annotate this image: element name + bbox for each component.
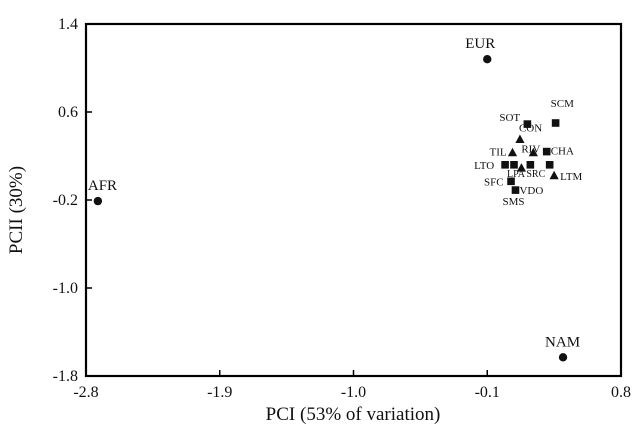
label-nam: NAM <box>545 334 580 350</box>
label-scm: SCM <box>551 98 574 110</box>
point-sot <box>523 120 532 128</box>
y-tick-label: 1.4 <box>58 16 78 33</box>
label-lto: LTO <box>474 160 494 172</box>
point-src <box>526 161 535 169</box>
y-tick-label: -1.0 <box>53 280 78 297</box>
label-sms: SMS <box>502 196 524 208</box>
data-points <box>93 55 568 362</box>
label-ltm: LTM <box>560 171 582 183</box>
point-scm <box>551 119 560 127</box>
x-tick-label: -2.8 <box>73 384 98 401</box>
point-cha <box>542 147 551 156</box>
point-unlabeled-12 <box>516 163 527 172</box>
point-nam <box>558 353 568 362</box>
x-tick-label: -0.1 <box>475 384 500 401</box>
y-axis: 1.4 0.6 -0.2 -1.0 -1.8 <box>53 16 92 385</box>
x-tick-label: -1.0 <box>341 384 366 401</box>
x-axis: -2.8 -1.9 -1.0 -0.1 0.8 <box>73 370 631 401</box>
label-cha: CHA <box>551 146 574 158</box>
label-til: TIL <box>490 147 507 159</box>
point-afr <box>93 196 103 206</box>
label-src: SRC <box>526 169 545 180</box>
point-til <box>507 147 518 157</box>
label-lpa: LPA <box>507 169 526 180</box>
point-con <box>515 134 525 143</box>
point-unlabeled-13 <box>545 161 554 169</box>
y-tick-label: -0.2 <box>53 192 78 209</box>
label-afr: AFR <box>88 178 117 194</box>
point-riv <box>528 147 538 157</box>
label-eur: EUR <box>465 36 495 52</box>
label-riv: RIV <box>521 144 540 156</box>
x-axis-title: PCI (53% of variation) <box>266 404 441 425</box>
point-lpa <box>510 161 518 169</box>
plot-frame <box>84 22 623 378</box>
point-sfc <box>507 177 515 186</box>
point-vdo <box>511 186 520 194</box>
label-vdo: VDO <box>519 185 543 197</box>
point-eur <box>483 55 492 64</box>
y-axis-title: PCII (30%) <box>6 166 27 254</box>
label-sfc: SFC <box>484 176 504 188</box>
x-tick-label: -1.9 <box>207 384 232 401</box>
y-tick-label: 0.6 <box>58 104 78 121</box>
label-con: CON <box>519 123 542 135</box>
point-lto <box>501 161 509 169</box>
point-ltm <box>549 170 559 180</box>
y-tick-label: -1.8 <box>53 368 78 385</box>
label-sot: SOT <box>499 112 520 124</box>
x-tick-label: 0.8 <box>611 384 631 401</box>
point-labels: AFR EUR NAM SOT SCM CON TIL RIV CHA LTO LPA SRC LTM S… <box>88 36 583 350</box>
